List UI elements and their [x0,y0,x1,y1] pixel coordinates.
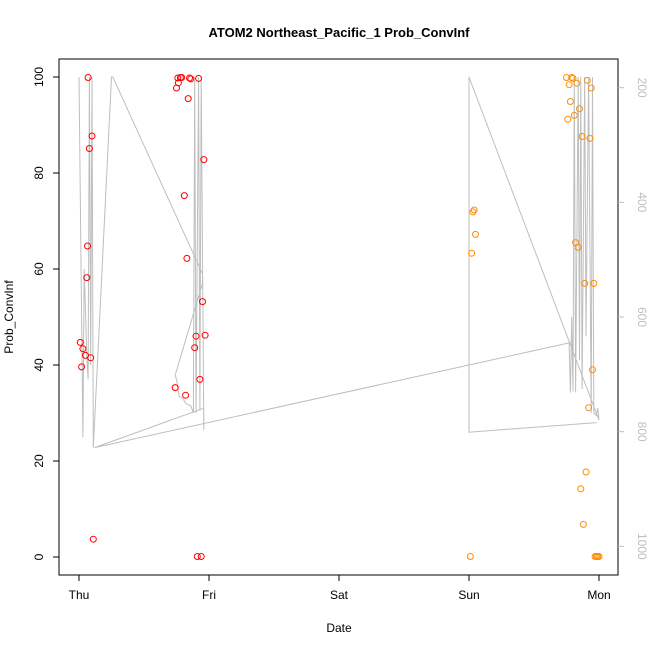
data-point [577,485,585,493]
data-point [197,553,205,560]
data-point [568,74,576,81]
data-point [586,134,594,142]
x-tick-label: Sun [458,588,479,602]
data-point [193,553,201,560]
data-point [469,208,477,216]
data-point [565,81,573,89]
secondary-y-tick-label: 200 [635,78,649,98]
data-point [180,192,188,200]
x-tick-label: Sat [330,588,349,602]
data-point [178,74,186,81]
data-point [186,74,193,82]
secondary-y-tick-label: 1000 [635,533,649,560]
data-point [569,74,577,82]
data-point [183,254,191,262]
data-point [199,298,206,306]
data-point [85,145,93,152]
data-point [573,79,581,87]
x-tick-label: Mon [587,588,610,602]
data-point [566,98,574,105]
data-point [192,332,200,340]
y-tick-label: 20 [32,454,46,468]
data-point [76,338,84,346]
secondary-y-tick-label: 400 [635,192,649,212]
data-point [171,384,179,392]
data-point [585,404,593,412]
data-point [196,375,204,383]
data-point [578,133,586,140]
data-point [590,279,598,287]
data-point [589,366,596,374]
data-point [83,274,91,282]
data-point [184,95,192,103]
data-point [89,535,97,543]
y-tick-label: 40 [32,358,46,372]
data-point [88,132,96,140]
data-point [187,75,195,83]
y-tick-label: 0 [32,553,46,560]
data-point [191,344,199,352]
data-point [470,206,478,214]
data-point [587,84,595,92]
data-point [570,111,578,119]
y-tick-label: 100 [32,67,46,87]
data-point [582,468,590,476]
data-point [84,242,91,250]
data-point [84,74,92,81]
x-tick-label: Fri [202,588,216,602]
data-point [583,76,591,84]
plot-layer: Thu Fri Sat Sun Mon 0 20 40 60 80 100 200 400 600 800 1… [32,58,649,602]
x-axis-label: Date [326,621,352,635]
pressure-line [78,76,600,449]
data-point [201,331,209,339]
secondary-y-tick-label: 800 [635,422,649,442]
data-point [195,74,203,82]
data-point [579,520,587,528]
x-tick-label: Thu [69,588,90,602]
data-point [576,105,583,113]
y-axis-label: Prob_ConvInf [2,280,16,354]
data-point [79,345,87,353]
y-tick-label: 80 [32,166,46,180]
data-point [563,74,570,81]
data-point [468,249,476,257]
data-point [182,391,190,399]
data-point [466,553,474,560]
data-point [78,363,86,371]
data-point [200,156,208,164]
y-tick-label: 60 [32,262,46,276]
data-point [581,279,589,287]
plot-frame [58,58,619,576]
data-point [174,74,182,82]
data-point [87,354,95,362]
data-point [564,115,572,123]
data-point [574,243,582,251]
data-point [595,553,603,560]
chart-title: ATOM2 Northeast_Pacific_1 Prob_ConvInf [208,25,470,40]
data-point [472,230,479,238]
secondary-y-tick-label: 600 [635,307,649,327]
